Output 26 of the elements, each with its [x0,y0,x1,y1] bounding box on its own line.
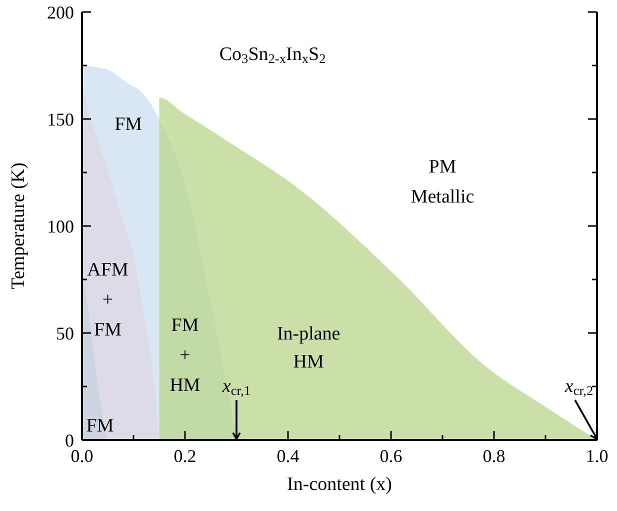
x-tick-label: 0.6 [380,446,402,466]
annotation: FM [86,416,114,437]
annotation: x$_{cr,1}$ [221,376,251,398]
y-tick-label: 100 [47,216,74,236]
x-tick-label: 1.0 [586,446,608,466]
annotation: HM [170,375,200,396]
annotation: FM [171,315,199,336]
y-axis-title: Temperature (K) [8,162,29,290]
text: Co$_{3}$Sn$_{2-x}$In$_{x}$S$_{2}$ [219,44,326,66]
annotation: HM [293,351,324,372]
annotation: x$_{cr,2}$ [564,376,594,398]
y-tick-label: 150 [47,109,74,130]
y-tick-label: 50 [56,323,74,344]
x-tick-label: 0.4 [276,446,300,466]
annotation: PM [428,156,456,178]
annotation: + [102,289,114,310]
annotation: + [180,345,190,366]
y-tick-label: 200 [47,2,74,22]
annotation: AFM [87,259,128,280]
annotation: FM [114,114,142,135]
annotation: Metallic [410,186,474,208]
annotation: FM [94,319,122,340]
x-tick-label: 0.2 [174,446,196,466]
x-tick-label: 0.8 [482,446,506,466]
annotation: In-plane [276,324,340,345]
x-axis-title: In-content (x) [287,474,392,495]
